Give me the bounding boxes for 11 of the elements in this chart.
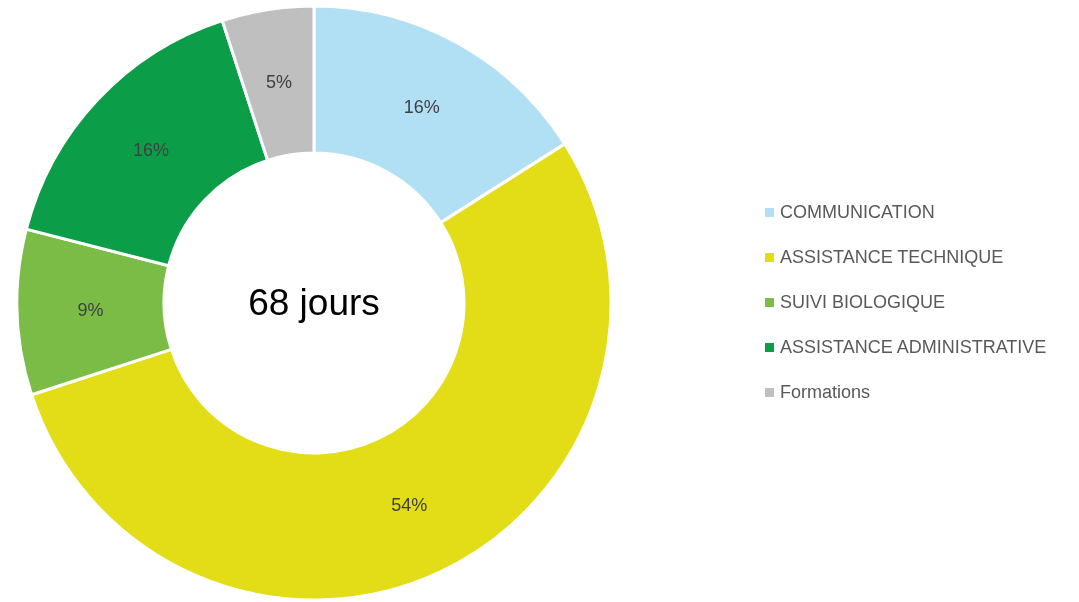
legend-label: COMMUNICATION — [780, 201, 935, 223]
data-label: 16% — [133, 140, 170, 160]
data-label: 54% — [391, 495, 428, 516]
text: 68 jours — [247, 281, 381, 325]
data-label: 9% — [77, 300, 104, 321]
legend-label: ASSISTANCE TECHNIQUE — [780, 246, 1004, 268]
legend-label: Formations — [780, 381, 871, 403]
data-label: 5% — [266, 72, 293, 93]
legend-label: SUIVI BIOLOGIQUE — [780, 291, 946, 313]
legend-label: ASSISTANCE ADMINISTRATIVE — [780, 336, 1047, 358]
data-label: 16% — [403, 97, 440, 118]
